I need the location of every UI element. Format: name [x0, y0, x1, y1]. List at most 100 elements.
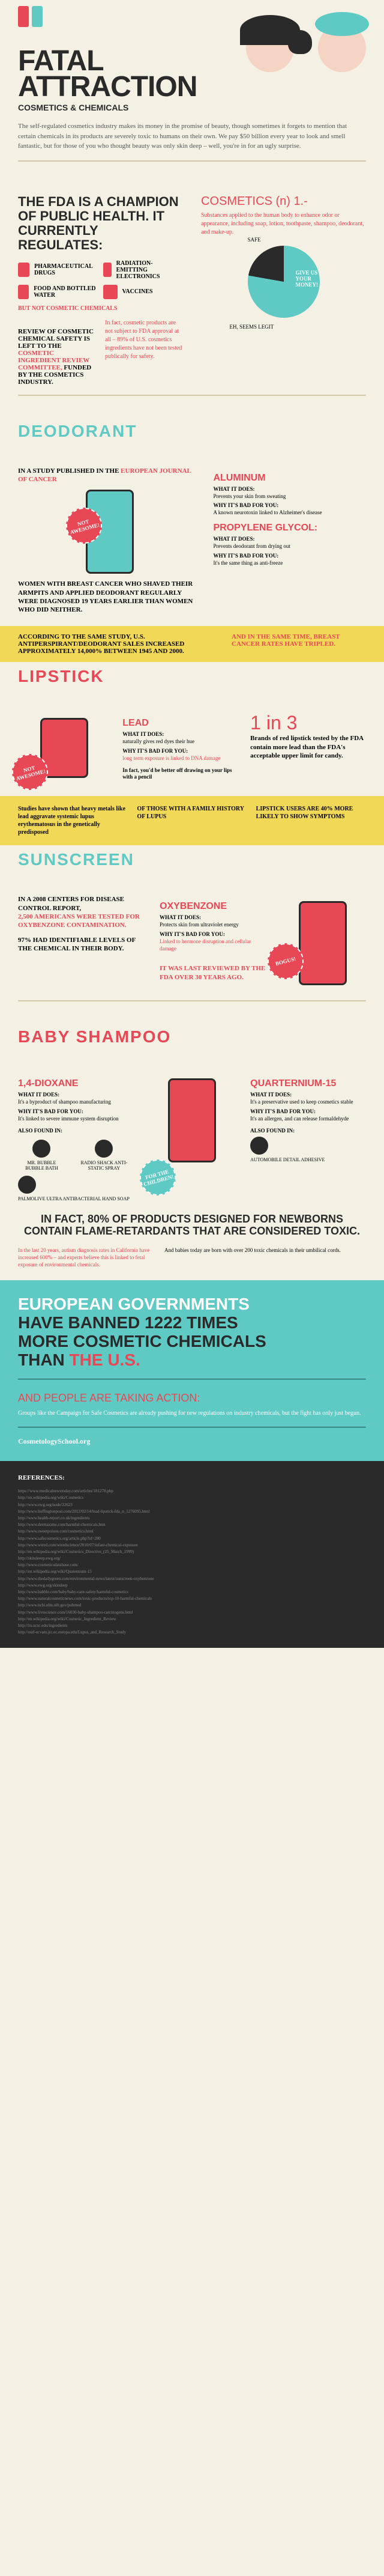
chem-what-label: WHAT IT DOES: — [18, 1092, 134, 1098]
chem-what: It's a preservative used to keep cosmeti… — [250, 1099, 366, 1106]
umbilical-text: And babies today are born with over 200 … — [164, 1247, 366, 1268]
chem-bad: A known neurotoxin linked to Alzheimer's… — [213, 509, 366, 517]
chem-what-label: WHAT IT DOES: — [250, 1092, 366, 1098]
stat-col: OF THOSE WITH A FAMILY HISTORY OF LUPUS — [137, 805, 247, 836]
face-left — [246, 24, 294, 72]
stat-text: AND IN THE SAME TIME, BREAST CANCER RATE… — [232, 633, 366, 655]
pie-label-safe: SAFE — [248, 237, 261, 243]
chem-bad: long term exposure is linked to DNA dama… — [122, 755, 238, 762]
pie-chart: SAFE GIVE US YOUR MONEY! EH, SEEMS LEGIT — [248, 246, 320, 318]
shampoo-fact: IN FACT, 80% OF PRODUCTS DESIGNED FOR NE… — [18, 1214, 366, 1238]
face-right — [318, 24, 366, 72]
chem-bad: It's the same thing as anti-freeze — [213, 560, 366, 567]
sunscreen-result: 97% HAD IDENTIFIABLE LEVELS OF THE CHEMI… — [18, 936, 148, 953]
sunscreen-illustration — [299, 901, 347, 985]
faces-illustration — [246, 12, 366, 84]
oxy-name: OXYBENZONE — [160, 901, 268, 912]
deodorant-stat-band: ACCORDING TO THE SAME STUDY, U.S. ANTIPE… — [0, 626, 384, 662]
reg-item: PHARMACEUTICAL DRUGS — [18, 260, 98, 280]
bottle-icon — [18, 6, 29, 27]
lipstick-section: NOT AWESOME! LEAD WHAT IT DOES: naturall… — [0, 691, 384, 796]
deodorant-finding: WOMEN WITH BREAST CANCER WHO SHAVED THEI… — [18, 580, 201, 614]
chem-what: Prevents deodorant from drying out — [213, 543, 366, 550]
chem-bad-label: WHY IT'S BAD FOR YOU: — [213, 553, 366, 559]
action-heading: AND PEOPLE ARE TAKING ACTION: — [18, 1392, 366, 1405]
chem-bad: It's an allergen, and can release formal… — [250, 1116, 366, 1123]
cosmetics-def-heading: COSMETICS (n) 1.- — [201, 195, 366, 208]
shampoo-band: BABY SHAMPOO — [0, 1022, 384, 1051]
refs-title: REFERENCES: — [18, 1473, 366, 1484]
bottle-icon — [32, 6, 43, 27]
references: REFERENCES: https://www.medicalnewstoday… — [0, 1461, 384, 1648]
in-fact-text: In fact, cosmetic products are not subje… — [105, 319, 183, 386]
stat-col: LIPSTICK USERS ARE 40% MORE LIKELY TO SH… — [256, 805, 366, 836]
ratio-text: Brands of red lipstick tested by the FDA… — [250, 734, 366, 760]
also-item: PALMOLIVE ULTRA ANTIBACTERIAL HAND SOAP — [18, 1176, 134, 1201]
chem-what-label: WHAT IT DOES: — [213, 486, 366, 492]
soap-icon — [18, 1176, 36, 1194]
euro-section: EUROPEAN GOVERNMENTS HAVE BANNED 1222 TI… — [0, 1280, 384, 1460]
stat-text: ACCORDING TO THE SAME STUDY, U.S. ANTIPE… — [18, 633, 220, 655]
vaccine-icon — [103, 285, 118, 299]
also-item: MR. BUBBLE BUBBLE BATH — [18, 1140, 65, 1171]
chem-what-label: WHAT IT DOES: — [160, 914, 268, 920]
shampoo-illustration — [168, 1078, 216, 1162]
sunscreen-band: SUNSCREEN — [0, 845, 384, 874]
skull-icon — [288, 30, 312, 54]
lipstick-stats: Studies have shown that heavy metals lik… — [0, 796, 384, 845]
chem-bad-label: WHY IT'S BAD FOR YOU: — [160, 931, 268, 937]
car-icon — [250, 1137, 268, 1155]
reg-item: VACCINES — [103, 285, 184, 299]
refs-list: https://www.medicalnewstoday.com/article… — [18, 1488, 366, 1636]
header: FATAL ATTRACTION COSMETICS & CHEMICALS T… — [0, 0, 384, 183]
review-text: REVIEW OF COSMETIC CHEMICAL SAFETY IS LE… — [18, 328, 96, 386]
chem-what: It's a byproduct of shampoo manufacturin… — [18, 1099, 134, 1106]
chem-bad-label: WHY IT'S BAD FOR YOU: — [213, 502, 366, 508]
chem-bad: Linked to hormone disruption and cellula… — [160, 938, 268, 952]
no-cosmetic-text: BUT NOT COSMETIC CHEMICALS — [18, 305, 183, 312]
quat-name: QUARTERNIUM-15 — [250, 1078, 366, 1089]
sunscreen-tested: 2,500 AMERICANS WERE TESTED FOR OXYBENZO… — [18, 913, 148, 930]
chem-what: Prevents your skin from sweating — [213, 493, 366, 500]
sunscreen-section: IN A 2008 CENTERS FOR DISEASE CONTROL RE… — [0, 874, 384, 1022]
divider — [18, 1000, 366, 1001]
chem-what-label: WHAT IT DOES: — [122, 731, 238, 737]
food-icon — [18, 285, 29, 299]
fda-heading: THE FDA IS A CHAMPION OF PUBLIC HEALTH. … — [18, 195, 183, 253]
cosmetics-def-text: Substances applied to the human body to … — [201, 211, 366, 237]
chem-what-label: WHAT IT DOES: — [213, 536, 366, 542]
bottle-icons — [18, 6, 43, 27]
action-text: Groups like the Campaign for Safe Cosmet… — [18, 1409, 366, 1418]
deodorant-study: IN A STUDY PUBLISHED IN THE EUROPEAN JOU… — [18, 467, 201, 484]
chem-what: naturally gives red dyes their hue — [122, 738, 238, 746]
chem-bad: It's linked to severe immune system disr… — [18, 1116, 134, 1123]
dioxane-name: 1,4-DIOXANE — [18, 1078, 134, 1089]
aluminum-name: ALUMINUM — [213, 473, 366, 484]
sunscreen-study: IN A 2008 CENTERS FOR DISEASE CONTROL RE… — [18, 895, 148, 913]
also-found-label: ALSO FOUND IN: — [250, 1128, 366, 1134]
also-found-list: MR. BUBBLE BUBBLE BATH RADIO SHACK ANTI-… — [18, 1140, 134, 1171]
one-in-three: 1 in 3 — [250, 712, 366, 734]
lipstick-band: LIPSTICK — [0, 662, 384, 691]
reg-item: RADIATION-EMITTING ELECTRONICS — [103, 260, 184, 280]
regulation-grid: PHARMACEUTICAL DRUGS RADIATION-EMITTING … — [18, 260, 183, 299]
radiation-icon — [103, 263, 112, 277]
shampoo-section: 1,4-DIOXANE WHAT IT DOES: It's a byprodu… — [0, 1051, 384, 1280]
subtitle: COSMETICS & CHEMICALS — [18, 103, 366, 112]
pie-label-legit: EH, SEEMS LEGIT — [230, 324, 274, 330]
fda-section: THE FDA IS A CHAMPION OF PUBLIC HEALTH. … — [0, 183, 384, 417]
bubble-icon — [32, 1140, 50, 1158]
deodorant-band: DEODORANT — [0, 417, 384, 446]
sunscreen-reviewed: IT WAS LAST REVIEWED BY THE FDA OVER 30 … — [160, 964, 268, 982]
chem-bad-label: WHY IT'S BAD FOR YOU: — [122, 748, 238, 754]
lead-name: LEAD — [122, 718, 238, 729]
spray-icon — [95, 1140, 113, 1158]
also-item: AUTOMOBILE DETAIL ADHESIVE — [250, 1137, 366, 1162]
also-found-label: ALSO FOUND IN: — [18, 1128, 134, 1134]
chem-bad-label: WHY IT'S BAD FOR YOU: — [18, 1108, 134, 1114]
source: CosmetologySchool.org — [18, 1437, 366, 1446]
pie-label-money: GIVE US YOUR MONEY! — [296, 270, 326, 288]
divider — [18, 160, 366, 162]
chem-bad-label: WHY IT'S BAD FOR YOU: — [250, 1108, 366, 1114]
deodorant-section: IN A STUDY PUBLISHED IN THE EUROPEAN JOU… — [0, 446, 384, 627]
